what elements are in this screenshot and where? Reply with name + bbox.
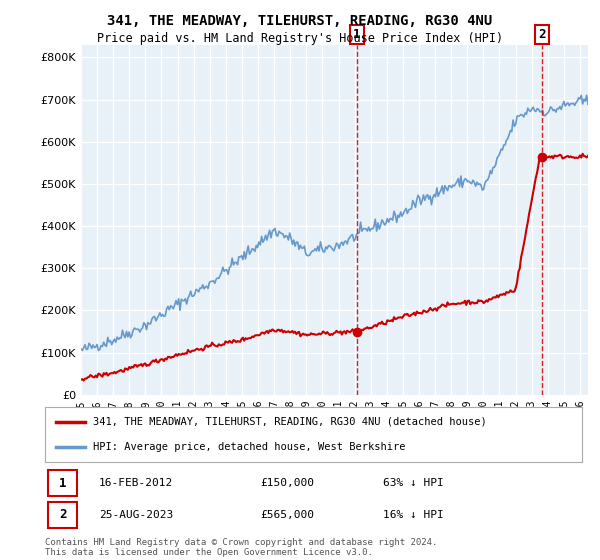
- Text: 1: 1: [353, 29, 361, 41]
- Text: 341, THE MEADWAY, TILEHURST, READING, RG30 4NU (detached house): 341, THE MEADWAY, TILEHURST, READING, RG…: [94, 417, 487, 427]
- Text: £565,000: £565,000: [260, 510, 314, 520]
- Bar: [47, 502, 77, 528]
- Text: 63% ↓ HPI: 63% ↓ HPI: [383, 478, 444, 488]
- Bar: [47, 470, 77, 496]
- Text: 16% ↓ HPI: 16% ↓ HPI: [383, 510, 444, 520]
- Text: Price paid vs. HM Land Registry's House Price Index (HPI): Price paid vs. HM Land Registry's House …: [97, 32, 503, 45]
- Text: Contains HM Land Registry data © Crown copyright and database right 2024.
This d: Contains HM Land Registry data © Crown c…: [45, 538, 437, 557]
- Text: 341, THE MEADWAY, TILEHURST, READING, RG30 4NU: 341, THE MEADWAY, TILEHURST, READING, RG…: [107, 14, 493, 28]
- Text: 2: 2: [538, 29, 545, 41]
- Text: £150,000: £150,000: [260, 478, 314, 488]
- Text: HPI: Average price, detached house, West Berkshire: HPI: Average price, detached house, West…: [94, 442, 406, 452]
- Text: 16-FEB-2012: 16-FEB-2012: [98, 478, 173, 488]
- Text: 25-AUG-2023: 25-AUG-2023: [98, 510, 173, 520]
- Text: 1: 1: [59, 477, 67, 489]
- Text: 2: 2: [59, 508, 67, 521]
